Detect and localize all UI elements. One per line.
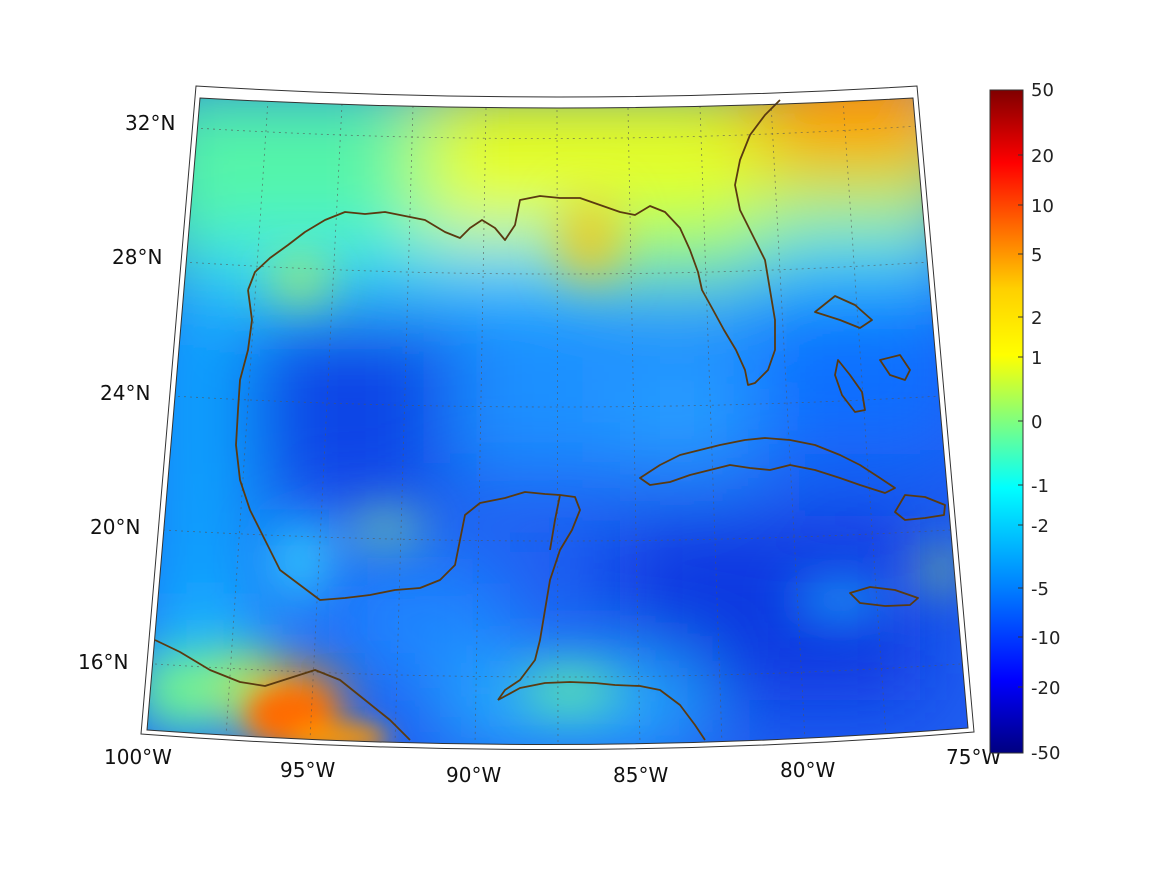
central-america-coast xyxy=(497,681,706,741)
colorbar-label: -5 xyxy=(1031,579,1049,600)
lon-label: 80°W xyxy=(780,758,835,782)
cuba xyxy=(639,437,896,494)
lon-label: 90°W xyxy=(446,763,501,787)
latitude-labels: 32°N 28°N 24°N 20°N 16°N xyxy=(78,111,175,674)
colorbar-label: -50 xyxy=(1031,743,1060,764)
lat-label: 24°N xyxy=(100,381,150,405)
colorbar-label: -20 xyxy=(1031,678,1060,699)
lat-label: 20°N xyxy=(90,515,140,539)
hispaniola xyxy=(894,494,946,521)
colorbar-label: 2 xyxy=(1031,308,1042,329)
gulf-coast-west xyxy=(235,289,581,701)
colorbar-label: -1 xyxy=(1031,476,1049,497)
colorbar-label: 50 xyxy=(1031,80,1054,101)
colorbar-label: 0 xyxy=(1031,412,1042,433)
colorbar-label: -2 xyxy=(1031,516,1049,537)
colorbar-label: 5 xyxy=(1031,245,1042,266)
lat-label: 28°N xyxy=(112,245,162,269)
lon-label: 100°W xyxy=(104,745,172,769)
colorbar-label: -10 xyxy=(1031,628,1060,649)
lat-label: 16°N xyxy=(78,650,128,674)
bahamas xyxy=(814,295,911,413)
colorbar-label: 1 xyxy=(1031,348,1042,369)
colorbar-ticks xyxy=(1018,154,1023,688)
coastlines xyxy=(154,99,946,741)
lon-label: 95°W xyxy=(280,758,335,782)
colorbar-gradient xyxy=(989,89,1024,754)
colorbar-label: 10 xyxy=(1031,196,1054,217)
colorbar: 50 20 10 5 2 1 0 -1 -2 -5 -10 -20 -50 xyxy=(989,80,1060,764)
data-field xyxy=(147,98,968,745)
jamaica xyxy=(849,586,919,607)
pacific-coast xyxy=(154,639,411,741)
yucatan-west xyxy=(549,494,561,551)
gulf-coast-north xyxy=(247,99,781,386)
colorbar-label: 20 xyxy=(1031,146,1054,167)
lat-label: 32°N xyxy=(125,111,175,135)
lon-label: 85°W xyxy=(613,763,668,787)
longitude-labels: 100°W 95°W 90°W 85°W 80°W 75°W xyxy=(104,745,1001,787)
graticule xyxy=(154,99,961,745)
map-frame xyxy=(140,85,975,751)
